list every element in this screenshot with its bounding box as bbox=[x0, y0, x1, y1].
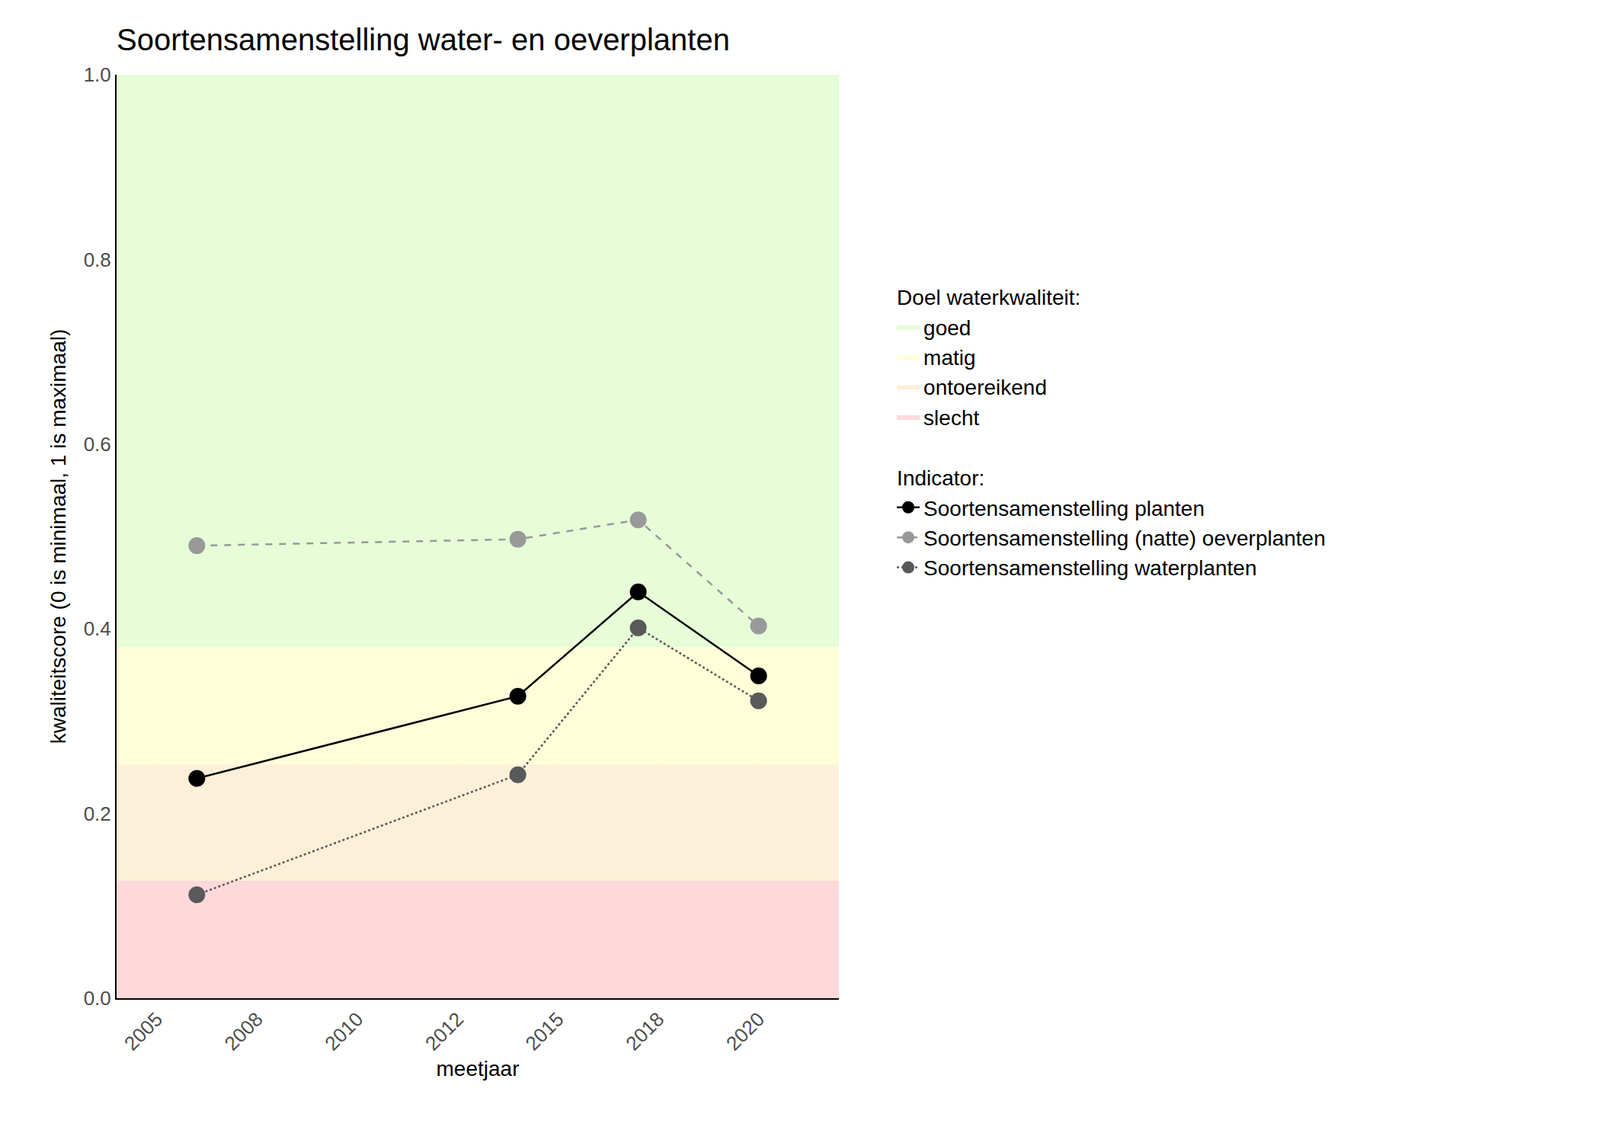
svg-text:0.6: 0.6 bbox=[83, 432, 112, 456]
svg-text:slecht: slecht bbox=[923, 406, 980, 430]
svg-text:Soortensamenstelling planten: Soortensamenstelling planten bbox=[923, 496, 1205, 521]
svg-text:meetjaar: meetjaar bbox=[436, 1056, 520, 1081]
svg-text:2008: 2008 bbox=[220, 1007, 268, 1055]
svg-text:0.2: 0.2 bbox=[83, 802, 112, 826]
svg-text:2012: 2012 bbox=[420, 1007, 468, 1055]
svg-text:1.0: 1.0 bbox=[83, 63, 112, 87]
svg-text:ontoereikend: ontoereikend bbox=[923, 375, 1047, 400]
svg-text:matig: matig bbox=[923, 345, 976, 370]
svg-text:0.4: 0.4 bbox=[83, 617, 112, 640]
svg-text:2005: 2005 bbox=[119, 1007, 167, 1055]
svg-text:Soortensamenstelling water- en: Soortensamenstelling water- en oeverplan… bbox=[116, 22, 730, 57]
svg-text:Indicator:: Indicator: bbox=[896, 466, 985, 490]
svg-text:2015: 2015 bbox=[521, 1007, 569, 1055]
svg-text:2018: 2018 bbox=[620, 1007, 669, 1055]
svg-text:2010: 2010 bbox=[320, 1007, 368, 1055]
svg-text:goed: goed bbox=[923, 316, 971, 340]
svg-text:0.8: 0.8 bbox=[83, 248, 112, 272]
svg-text:2020: 2020 bbox=[721, 1007, 769, 1055]
svg-text:Soortensamenstelling waterplan: Soortensamenstelling waterplanten bbox=[923, 556, 1257, 580]
svg-text:Soortensamenstelling (natte) o: Soortensamenstelling (natte) oeverplante… bbox=[923, 526, 1326, 551]
svg-text:Doel waterkwaliteit:: Doel waterkwaliteit: bbox=[896, 285, 1081, 310]
svg-text:kwaliteitscore (0 is minimaal,: kwaliteitscore (0 is minimaal, 1 is maxi… bbox=[46, 329, 71, 745]
svg-text:0.0: 0.0 bbox=[83, 986, 112, 1010]
